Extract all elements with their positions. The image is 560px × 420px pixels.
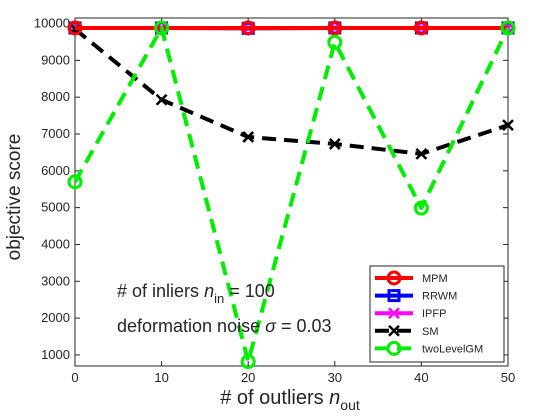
- legend-item-sm: SM: [375, 324, 439, 338]
- legend-label-ipfp: IPFP: [422, 308, 446, 320]
- legend-marker-ipfp: [388, 307, 400, 320]
- data-point-twolevelgm: [327, 34, 343, 50]
- axis-ticks: 0 10 20 30 40 50 1000 2000 3000 4000 5000 6000 7000 8…: [34, 16, 515, 385]
- plot-area-border: [74, 17, 509, 367]
- data-point-mpm: [413, 20, 429, 36]
- annotation-inliers-prefix: # of inliers: [117, 281, 199, 301]
- legend-item-twolevelgm: twoLevelGM: [375, 340, 483, 356]
- legend-label-mpm: MPM: [422, 273, 448, 285]
- data-point-sm-stroke-b: [415, 148, 428, 160]
- annotation-inliers: # of inliers nin = 100: [117, 281, 275, 306]
- data-point-twolevelgm: [154, 20, 170, 36]
- data-point-sm-stroke-b: [242, 131, 255, 143]
- y-tick-label: 7000: [41, 126, 70, 141]
- series-sm: [69, 23, 514, 160]
- legend-item-rrwm: RRWM: [375, 289, 457, 303]
- legend-label-twolevelgm: twoLevelGM: [422, 343, 483, 355]
- data-point-twolevelgm: [413, 200, 429, 216]
- y-tick-label: 5000: [41, 200, 70, 215]
- x-axis-label-text: # of outliers: [220, 387, 323, 409]
- data-point-sm-stroke-b: [155, 93, 168, 106]
- y-tick-label: 9000: [41, 52, 70, 67]
- annotation-noise-suffix: = 0.03: [276, 316, 332, 336]
- y-axis-label: objective score: [4, 134, 25, 261]
- legend-marker-mpm: [386, 270, 402, 286]
- x-axis-label-var: n: [329, 387, 340, 409]
- x-axis-label-sub: out: [340, 397, 360, 413]
- y-tick-label: 3000: [41, 273, 70, 288]
- data-point-twolevelgm: [67, 174, 83, 190]
- data-point-mpm: [67, 20, 83, 36]
- series-layer: [67, 20, 516, 370]
- data-point-sm: [155, 93, 168, 106]
- y-tick-label: 8000: [41, 89, 70, 104]
- legend-label-rrwm: RRWM: [422, 291, 457, 303]
- legend-item-ipfp: IPFP: [375, 307, 446, 320]
- series-line-twolevelgm: [73, 25, 510, 364]
- annotation-inliers-suffix: = 100: [224, 281, 275, 301]
- y-tick-label: 6000: [41, 163, 70, 178]
- x-tick-label: 10: [154, 370, 168, 385]
- data-point-sm-stroke-b: [328, 138, 341, 150]
- y-tick-label: 1000: [41, 347, 70, 362]
- legend-marker-rrwm: [387, 289, 401, 303]
- data-point-sm: [415, 148, 428, 160]
- annotation-inliers-var: n: [204, 281, 214, 301]
- data-point-sm: [242, 131, 255, 143]
- axes-frame: [74, 17, 509, 367]
- annotation-noise-prefix: deformation noise: [117, 316, 260, 336]
- data-point-mpm: [240, 20, 256, 36]
- x-tick-label: 50: [501, 370, 515, 385]
- series-line-sm: [73, 27, 509, 156]
- data-point-twolevelgm: [240, 354, 256, 370]
- legend: MPM RRWM IPFP SM twoLevelGM: [369, 265, 505, 363]
- legend-marker-sm-stroke-b: [388, 324, 400, 337]
- x-tick-label: 0: [71, 370, 78, 385]
- annotation-noise-var: σ: [265, 316, 277, 336]
- x-tick-label: 20: [241, 370, 255, 385]
- legend-marker-sm: [388, 324, 400, 337]
- data-point-twolevelgm: [500, 20, 516, 36]
- annotation-noise: deformation noise σ = 0.03: [117, 316, 332, 336]
- data-point-sm-stroke-b: [502, 119, 514, 132]
- y-tick-label: 2000: [41, 310, 70, 325]
- x-axis-label: # of outliers nout: [220, 387, 360, 413]
- data-point-mpm: [327, 20, 343, 36]
- series-twolevelgm: [67, 20, 516, 370]
- legend-item-mpm: MPM: [375, 270, 448, 286]
- y-tick-label: 10000: [34, 16, 70, 31]
- data-point-sm: [502, 119, 514, 132]
- data-point-sm: [328, 138, 341, 150]
- legend-marker-ipfp-stroke-b: [388, 307, 400, 320]
- x-tick-label: 30: [328, 370, 342, 385]
- annotation-inliers-sub: in: [214, 291, 224, 306]
- legend-label-sm: SM: [422, 326, 439, 338]
- x-tick-label: 40: [414, 370, 428, 385]
- y-tick-label: 4000: [41, 236, 70, 251]
- legend-marker-twolevelgm: [386, 340, 402, 356]
